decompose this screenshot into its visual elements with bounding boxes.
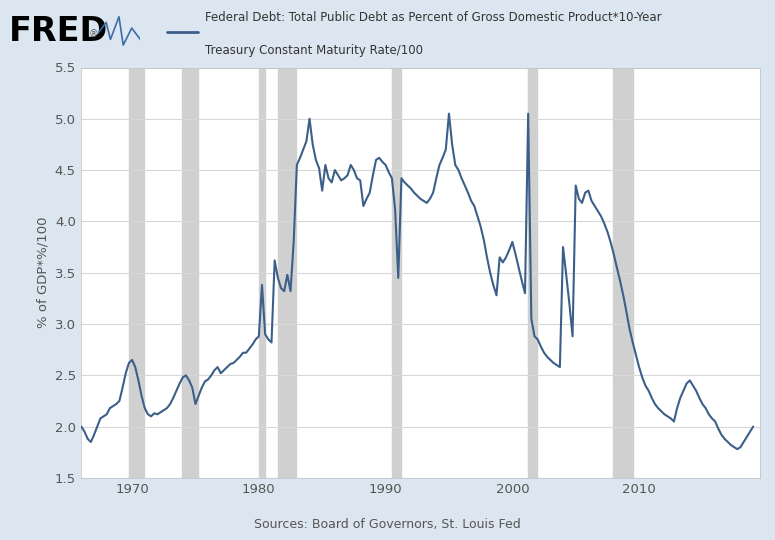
Text: Federal Debt: Total Public Debt as Percent of Gross Domestic Product*10-Year: Federal Debt: Total Public Debt as Perce… (205, 11, 662, 24)
Bar (278, 68, 296, 478)
Bar (613, 68, 632, 478)
Bar (529, 68, 536, 478)
Text: ®: ® (89, 29, 99, 39)
Text: Treasury Constant Maturity Rate/100: Treasury Constant Maturity Rate/100 (205, 44, 423, 57)
Bar (182, 68, 198, 478)
Bar (259, 68, 265, 478)
Text: FRED: FRED (9, 15, 108, 48)
Y-axis label: % of GDP*%/100: % of GDP*%/100 (36, 217, 49, 328)
Bar (129, 68, 143, 478)
Text: Sources: Board of Governors, St. Louis Fed: Sources: Board of Governors, St. Louis F… (254, 518, 521, 531)
Bar (392, 68, 401, 478)
